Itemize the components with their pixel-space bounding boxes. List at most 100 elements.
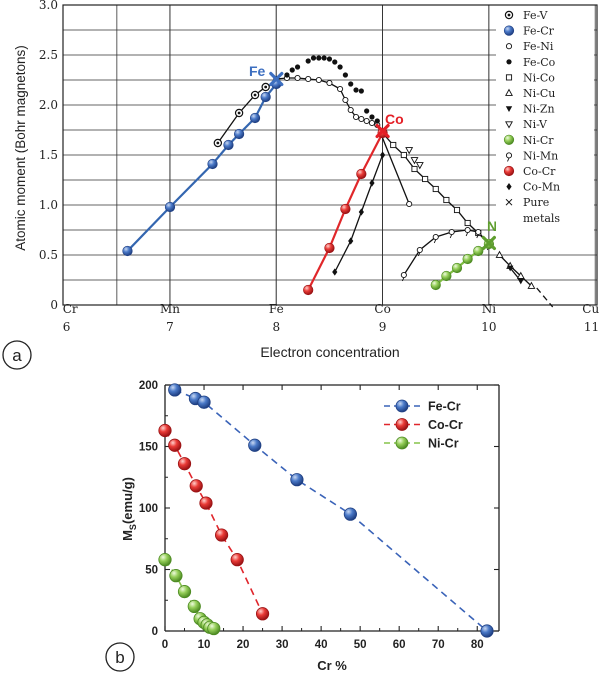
x-tick-number-10: 10: [481, 320, 496, 334]
series-a-line-ni-extension: [536, 287, 554, 308]
y-tick-a-0-5: 0.5: [39, 248, 58, 262]
pure-metal-co-b: [375, 123, 390, 139]
point-a-fe-v-1-dot: [237, 111, 241, 115]
x-tick-element-fe: Fe: [269, 302, 284, 316]
y-tick-b-label-150: 150: [139, 442, 158, 454]
x-tick-b-label-80: 80: [471, 639, 484, 651]
legend-a-label-ni-co: Ni-Co: [523, 71, 555, 84]
y-tick-a-1-0: 1.0: [39, 198, 58, 212]
chart-a-x-axis-label: Electron concentration: [260, 344, 399, 360]
point-a-co-mn-2: [358, 208, 364, 216]
y-tick-b-label-100: 100: [139, 503, 158, 515]
point-a-ni-cr-1: [441, 270, 452, 282]
point-a-ni-cr-4: [473, 245, 484, 257]
point-b-co-cr-3: [189, 479, 203, 493]
point-a-fe-co-4: [310, 55, 317, 61]
x-tick-b-label-50: 50: [354, 639, 367, 651]
point-a-fe-ni-9: [352, 113, 360, 121]
y-tick-b-label-0: 0: [152, 626, 158, 638]
series-a-line-ni-cu: [499, 254, 532, 287]
point-b-fe-cr-0: [168, 383, 182, 397]
chart-b-markers: [158, 383, 494, 638]
legend-a-marker-ni-zn: [505, 106, 513, 112]
legend-a-marker-fe-ni: [505, 43, 513, 50]
point-b-co-cr-7: [255, 607, 270, 621]
point-a-fe-ni-10: [358, 115, 365, 123]
point-a-fe-cr-3: [223, 139, 234, 151]
chart-a-y-tick-labels: 0 0.5 1.0 1.5 2.0 2.5 3.0: [39, 0, 58, 312]
point-a-fe-co-14: [364, 108, 370, 114]
series-a-line-fe-cr: [126, 83, 278, 252]
point-a-fe-v-2-dot: [253, 93, 257, 97]
point-a-fe-cr-2: [207, 158, 218, 170]
point-b-co-cr-0: [158, 423, 172, 438]
point-a-fe-cr-5: [249, 112, 261, 124]
legend-a-marker-ni-mn-tail: [507, 157, 510, 162]
point-a-ni-v-0: [405, 147, 414, 155]
legend-a-label-ni-cr: Ni-Cr: [523, 134, 554, 147]
point-a-ni-mn-2: [432, 233, 439, 241]
x-tick-element-cu: Cu: [582, 302, 599, 316]
pure-label-co: Co: [385, 111, 404, 127]
x-tick-b-label-70: 70: [432, 639, 445, 651]
x-tick-b-label-0: 0: [162, 639, 168, 651]
legend-a-label-metals: metals: [523, 212, 560, 225]
point-a-fe-cr-4: [233, 128, 245, 140]
x-tick-b-label-60: 60: [393, 639, 406, 651]
legend-a-marker-ni-co: [505, 74, 513, 81]
point-a-co-mn-4: [380, 151, 386, 159]
point-a-fe-co-13: [358, 88, 364, 94]
point-a-co-cr-1: [324, 242, 335, 254]
point-a-ni-mn-0: [400, 271, 407, 279]
legend-a-label-ni-zn: Ni-Zn: [523, 103, 555, 116]
ylabel-sub: S: [128, 524, 138, 530]
point-a-fe-cr-6: [260, 91, 271, 103]
point-a-ni-co-7: [453, 206, 461, 214]
legend-a-label-ni-cu: Ni-Cu: [523, 87, 555, 100]
chart-a-x-tick-labels: Cr 6 Mn 7 Fe 8 Co 9 Ni 10 Cu 11: [63, 302, 600, 334]
y-tick-b-label-50: 50: [145, 565, 158, 577]
x-tick-element-ni: Ni: [482, 302, 497, 316]
legend-a-marker-co-cr: [503, 165, 515, 177]
legend-a-label-pure: Pure: [523, 196, 549, 209]
point-a-co-mn-3: [369, 179, 375, 187]
y-tick-a-0: 0: [50, 298, 58, 312]
point-a-fe-co-6: [321, 55, 327, 61]
point-a-fe-co-3: [305, 58, 311, 64]
chart-a-frame: [62, 4, 598, 306]
point-b-co-cr-6: [230, 553, 244, 567]
panel-b-label: b: [115, 648, 124, 667]
point-a-ni-cu-3: [527, 281, 536, 289]
legend-a-marker-ni-v: [505, 121, 513, 129]
point-a-ni-co-1: [390, 141, 397, 149]
point-a-fe-ni-7: [342, 96, 349, 104]
ylabel-main: M: [120, 530, 135, 541]
point-a-ni-co-5: [432, 185, 439, 193]
point-a-fe-co-9: [337, 64, 343, 70]
point-a-ni-mn-3: [448, 228, 455, 236]
point-a-ni-co-2: [400, 151, 407, 159]
point-a-ni-co-8: [464, 219, 471, 227]
point-a-ni-mn-5: [475, 228, 482, 236]
point-a-fe-co-10: [342, 72, 348, 78]
pure-metal-ni-b: [481, 235, 496, 251]
legend-a-marker-ni-mn: [505, 152, 513, 159]
x-tick-b-label-30: 30: [276, 639, 289, 651]
x-tick-number-9: 9: [379, 320, 387, 334]
pure-label-fe: Fe: [249, 63, 266, 79]
point-b-fe-cr-2: [197, 395, 211, 409]
point-b-fe-cr-3: [248, 438, 262, 452]
legend-b-label-fe-cr: Fe-Cr: [428, 400, 461, 414]
point-a-fe-co-8: [332, 59, 338, 65]
y-tick-b-label-200: 200: [139, 380, 158, 392]
point-a-fe-co-0: [284, 72, 290, 78]
point-a-fe-v-0-dot: [216, 141, 220, 145]
x-tick-number-6: 6: [63, 320, 71, 334]
y-tick-a-2-0: 2.0: [39, 98, 58, 112]
magnetization-chart: 0 50 100 150 200 0 10 20 30 40 50 60 70 80 Fe-Cr Co-Cr…: [105, 380, 500, 673]
point-b-co-cr-2: [177, 457, 192, 471]
point-a-ni-mn-3-tail: [449, 234, 453, 239]
legend-a-label-co-cr: Co-Cr: [523, 165, 556, 178]
point-a-fe-co-11: [348, 81, 354, 87]
series-a-line-fe-v: [217, 82, 277, 144]
